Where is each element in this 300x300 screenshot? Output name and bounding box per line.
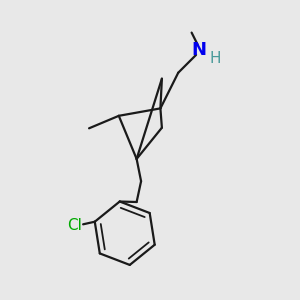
Text: Cl: Cl	[67, 218, 82, 233]
Text: N: N	[191, 41, 206, 59]
Text: H: H	[210, 51, 221, 66]
